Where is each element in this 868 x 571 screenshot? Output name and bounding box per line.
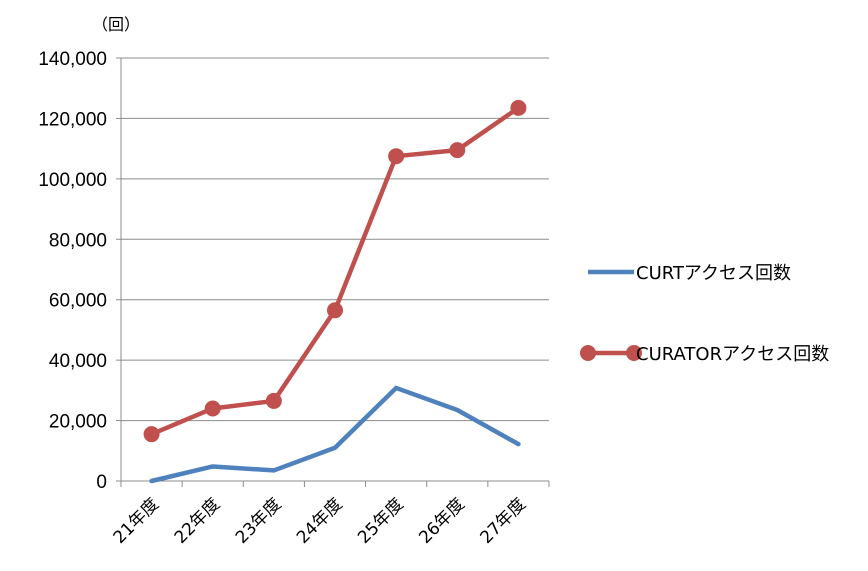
data-point	[265, 392, 282, 409]
legend-marker	[626, 345, 642, 361]
y-tick-label: 120,000	[38, 109, 107, 130]
x-tick-label: 25年度	[354, 494, 407, 547]
x-tick-label: 22年度	[171, 494, 224, 547]
legend-label: CURTアクセス回数	[636, 263, 791, 284]
x-tick-label: 26年度	[415, 494, 468, 547]
data-point	[510, 99, 527, 116]
gridlines	[121, 57, 549, 422]
x-tick-label: 27年度	[476, 494, 529, 547]
data-point	[204, 400, 221, 417]
y-unit-label: （回）	[92, 15, 140, 34]
x-tick-label: 23年度	[232, 494, 285, 547]
y-tick-label: 60,000	[49, 291, 107, 312]
data-point	[449, 142, 466, 159]
y-tick-label: 140,000	[38, 49, 107, 70]
data-point	[327, 302, 343, 319]
legend-marker	[580, 345, 596, 361]
y-tick-label: 100,000	[38, 170, 107, 191]
y-tick-labels: 0 20,000 40,000 60,000 80,000 100,000 120,000 1…	[38, 49, 107, 493]
series-line-1	[149, 385, 521, 484]
series-group	[143, 99, 527, 484]
x-tick-labels: 21年度 22年度 23年度 24年度 25年度 26年度 27年度	[110, 494, 530, 547]
legend-label: CURATORアクセス回数	[636, 344, 829, 365]
data-point	[143, 426, 160, 443]
data-point	[388, 148, 405, 165]
y-tick-label: 80,000	[49, 230, 107, 251]
x-tick-label: 24年度	[293, 494, 346, 547]
x-tick-label: 21年度	[110, 494, 163, 547]
series-line-2	[149, 105, 521, 437]
y-tick-label: 0	[96, 472, 107, 493]
y-tick-label: 40,000	[49, 351, 107, 372]
axes	[116, 57, 550, 487]
legend: CURTアクセス回数 CURATORアクセス回数	[580, 263, 829, 365]
y-tick-label: 20,000	[49, 412, 107, 433]
